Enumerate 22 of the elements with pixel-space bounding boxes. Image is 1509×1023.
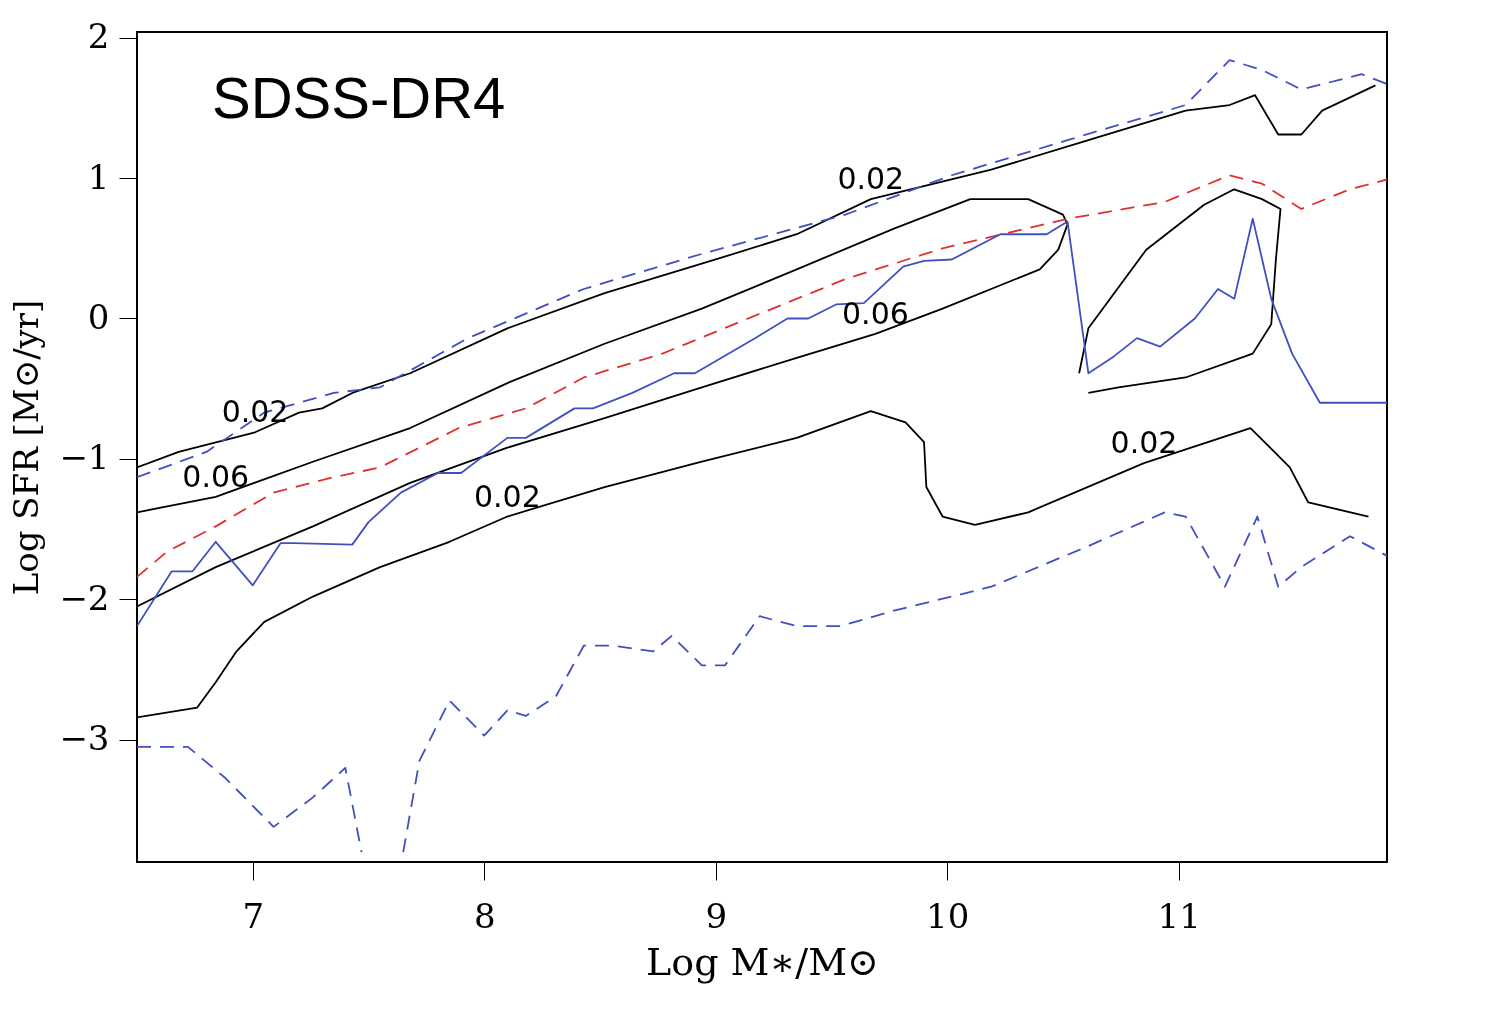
y-tick-label: 0 [87, 297, 110, 337]
annotation: 0.06 [182, 458, 250, 494]
annotation: 0.02 [473, 478, 541, 514]
y-tick-label: −3 [59, 718, 110, 759]
x-tick-label: 10 [926, 895, 970, 936]
y-tick-label: 2 [87, 16, 110, 57]
annotation: SDSS-DR4 [212, 65, 506, 130]
line-series [1078, 188, 1282, 394]
x-tick-label: 8 [473, 895, 496, 936]
y-tick-label: 1 [87, 156, 110, 197]
x-tick-label: 11 [1157, 895, 1201, 936]
x-tick-label: 9 [705, 895, 728, 936]
y-axis-title: Log SFR [M⊙/yr] [6, 299, 47, 596]
annotation: 0.02 [221, 394, 289, 430]
annotation: 0.02 [837, 161, 905, 197]
line-series [137, 217, 1387, 627]
x-tick-label: 7 [242, 895, 265, 936]
annotation: 0.02 [1110, 425, 1178, 461]
y-tick-label: −1 [59, 437, 110, 478]
y-tick-label: −2 [59, 577, 110, 618]
annotation: 0.06 [842, 295, 909, 331]
x-axis-title: Log M∗/M⊙ [646, 939, 879, 984]
